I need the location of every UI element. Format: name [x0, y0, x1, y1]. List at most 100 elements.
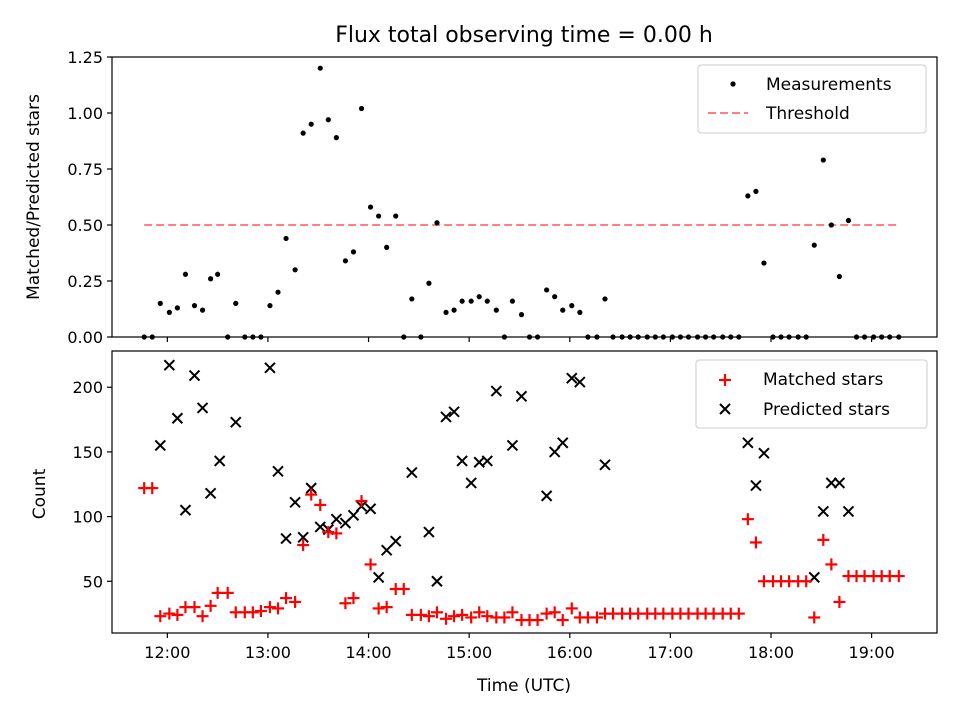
predicted-star-point — [154, 439, 166, 452]
matched-star-point — [263, 601, 276, 614]
matched-star-point — [171, 608, 184, 621]
measurement-point — [761, 260, 767, 266]
predicted-star-point — [364, 503, 377, 515]
top-y-tick-label: 0.25 — [67, 272, 103, 291]
predicted-star-point — [540, 490, 553, 502]
matched-star-point — [498, 611, 511, 624]
matched-star-point — [531, 614, 544, 627]
top-y-tick-label: 1.00 — [67, 104, 103, 123]
measurement-point — [384, 244, 390, 250]
top-axes-frame — [111, 56, 938, 338]
predicted-star-point — [574, 376, 586, 388]
predicted-star-point — [448, 406, 460, 418]
matched-star-point — [355, 495, 368, 508]
matched-star-point — [246, 606, 259, 619]
matched-star-point — [211, 586, 224, 599]
legend-measurements-marker — [730, 81, 736, 87]
measurement-point — [317, 65, 323, 71]
measurement-point — [602, 296, 608, 302]
predicted-star-point — [314, 521, 326, 533]
predicted-star-point — [380, 544, 393, 556]
measurement-point — [493, 307, 499, 313]
chart-title: Flux total observing time = 0.00 h — [335, 23, 713, 48]
predicted-star-point — [213, 455, 226, 467]
measurement-point — [820, 157, 826, 163]
x-tick-label: 19:00 — [849, 643, 895, 662]
matched-star-point — [204, 599, 217, 612]
bottom-axis: 50 100 150 200 12:00 13:00 14:00 15:00 16:00 17:0… — [72, 378, 894, 662]
measurement-point — [509, 298, 516, 304]
predicted-star-point — [196, 402, 209, 414]
matched-star-point — [154, 610, 167, 623]
measurement-point — [166, 309, 172, 315]
matched-star-point — [473, 606, 486, 619]
matched-star-point — [305, 488, 318, 501]
matched-star-point — [397, 583, 410, 596]
measurement-point — [191, 303, 198, 309]
x-tick-label: 18:00 — [748, 643, 794, 662]
measurement-point — [560, 307, 566, 313]
measurement-point — [544, 287, 550, 293]
measurement-point — [333, 135, 339, 141]
bottom-y-tick-label: 150 — [72, 443, 103, 462]
measurement-point — [182, 271, 189, 277]
measurement-point — [308, 121, 314, 127]
measurement-point — [409, 296, 415, 302]
legend-threshold-label: Threshold — [765, 104, 850, 124]
measurement-point — [745, 193, 751, 199]
x-tick-label: 15:00 — [446, 643, 492, 662]
measurement-point — [459, 298, 465, 304]
measurement-point — [552, 294, 558, 300]
x-tick-label: 16:00 — [547, 643, 593, 662]
top-y-axis-label: Matched/Predicted stars — [24, 94, 44, 300]
measurement-point — [811, 242, 817, 248]
bottom-legend: Matched stars Predicted stars — [695, 359, 928, 429]
predicted-star-point — [179, 504, 192, 516]
predicted-star-point — [264, 362, 276, 374]
predicted-star-point — [481, 455, 493, 467]
measurement-point — [518, 312, 525, 318]
bottom-y-tick-label: 50 — [83, 572, 103, 591]
predicted-star-point — [163, 359, 176, 371]
measurement-point — [451, 307, 457, 313]
x-tick-label: 12:00 — [144, 643, 190, 662]
matched-star-point — [817, 533, 830, 546]
legend-predicted-marker — [719, 403, 731, 415]
x-tick-label: 17:00 — [647, 643, 693, 662]
matched-star-point — [565, 602, 578, 615]
measurement-point — [434, 220, 440, 226]
measurement-point — [484, 298, 490, 304]
legend-matched-label: Matched stars — [763, 370, 883, 390]
measurement-point — [753, 188, 759, 194]
matched-star-point — [448, 610, 461, 623]
matched-star-point — [314, 498, 327, 511]
matched-star-point — [146, 482, 159, 495]
top-axis: 0.00 0.25 0.50 0.75 1.00 1.25 — [67, 48, 873, 347]
top-legend: Measurements Threshold — [697, 64, 927, 134]
predicted-star-point — [305, 482, 317, 494]
matched-star-point — [322, 526, 335, 539]
matched-star-point — [380, 601, 393, 614]
measurement-point — [174, 305, 180, 311]
legend-measurements-label: Measurements — [766, 75, 892, 95]
predicted-star-point — [289, 496, 301, 509]
top-y-tick-label: 1.25 — [67, 48, 103, 67]
predicted-star-point — [347, 509, 360, 521]
bottom-marks — [138, 359, 905, 627]
x-tick-label: 13:00 — [245, 643, 291, 662]
measurement-point — [443, 309, 449, 315]
predicted-star-point — [440, 411, 452, 423]
measurement-point — [267, 303, 273, 309]
matched-star-point — [540, 607, 553, 620]
matched-star-point — [347, 592, 360, 605]
matched-star-point — [196, 610, 209, 623]
bottom-y-axis-label: Count — [30, 468, 50, 519]
matched-star-point — [481, 610, 494, 623]
predicted-star-point — [490, 385, 503, 397]
predicted-star-point — [758, 447, 770, 459]
measurement-point — [577, 309, 583, 315]
bottom-panel: 50 100 150 200 12:00 13:00 14:00 15:00 16:00 17:0… — [30, 350, 938, 696]
matched-star-point — [188, 601, 201, 614]
matched-star-point — [297, 539, 310, 552]
